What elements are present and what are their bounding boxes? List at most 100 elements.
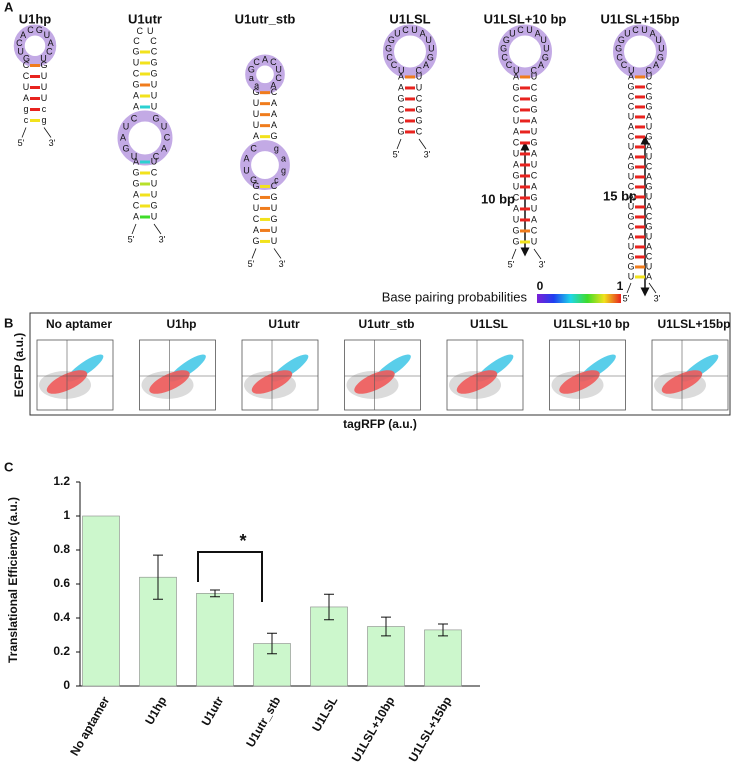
nucleotide: U (628, 271, 635, 281)
nucleotide: G (627, 81, 634, 91)
nucleotide: G (397, 93, 404, 103)
nucleotide: g (274, 144, 279, 154)
nucleotide: U (243, 165, 250, 175)
nucleotide: G (150, 68, 157, 78)
nucleotide: U (646, 71, 653, 81)
strand-end (153, 223, 162, 235)
x-tick-label: U1utr_stb (243, 694, 283, 750)
nucleotide: A (646, 111, 652, 121)
length-label: 15 bp (603, 188, 637, 203)
panel-label: A (4, 0, 14, 14)
nucleotide: A (628, 71, 634, 81)
nucleotide: C (131, 113, 138, 123)
five-prime: 5' (623, 293, 630, 303)
nucleotide: U (531, 236, 538, 246)
x-tick-label: No aptamer (67, 694, 112, 758)
legend-max: 1 (617, 279, 624, 293)
nucleotide: C (513, 93, 520, 103)
strand-end (418, 138, 427, 150)
nucleotide: C (646, 81, 653, 91)
nucleotide: G (645, 101, 652, 111)
nucleotide: U (41, 71, 48, 81)
nucleotide: G (427, 53, 434, 63)
nucleotide: A (628, 191, 634, 201)
nucleotide: C (531, 225, 538, 235)
bar (196, 593, 234, 687)
nucleotide: A (653, 60, 659, 70)
nucleotide: G (512, 236, 519, 246)
nucleotide: C (151, 46, 158, 56)
nucleotide: G (132, 46, 139, 56)
nucleotide: U (646, 261, 653, 271)
nucleotide: G (512, 82, 519, 92)
nucleotide: C (628, 91, 635, 101)
nucleotide: U (416, 82, 423, 92)
x-tick-label: U1LSL+10bp (349, 694, 398, 764)
nucleotide: A (646, 271, 652, 281)
legend-min: 0 (537, 279, 544, 293)
nucleotide: C (530, 65, 537, 75)
nucleotide: G (530, 192, 537, 202)
error-bar (438, 623, 448, 637)
nucleotide: G (385, 44, 392, 54)
nucleotide: C (416, 93, 423, 103)
nucleotide: G (530, 104, 537, 114)
nucleotide: U (658, 44, 665, 54)
nucleotide: A (531, 115, 537, 125)
three-prime: 3' (424, 149, 431, 159)
three-prime: 3' (159, 234, 166, 244)
nucleotide: U (253, 109, 260, 119)
strand-end (251, 248, 257, 259)
error-bar (324, 593, 334, 621)
nucleotide: C (253, 214, 260, 224)
nucleotide: G (503, 35, 510, 45)
plot-title: U1LSL (470, 317, 508, 331)
error-bar (267, 632, 277, 655)
three-prime: 3' (279, 259, 286, 269)
nucleotide: G (40, 60, 47, 70)
nucleotide: A (20, 30, 26, 40)
nucleotide: A (398, 82, 404, 92)
nucleotide: A (628, 231, 634, 241)
nucleotide: U (41, 93, 48, 103)
nucleotide: U (428, 44, 435, 54)
nucleotide: C (27, 25, 34, 35)
nucleotide: A (423, 60, 429, 70)
nucleotide: C (416, 126, 423, 136)
nucleotide: A (531, 181, 537, 191)
structure-title: U1utr_stb (235, 11, 296, 26)
nucleotide: U (40, 53, 47, 63)
nucleotide: A (398, 71, 404, 81)
nucleotide: U (513, 65, 520, 75)
nucleotide: U (628, 171, 635, 181)
structure-title: U1LSL+15bp (600, 11, 679, 26)
nucleotide: A (133, 189, 139, 199)
nucleotide: U (161, 121, 168, 131)
nucleotide: C (391, 60, 398, 70)
nucleotide: U (628, 241, 635, 251)
nucleotide: G (270, 192, 277, 202)
nucleotide: G (23, 53, 30, 63)
nucleotide: U (398, 65, 405, 75)
nucleotide: U (531, 126, 538, 136)
nucleotide: U (628, 65, 635, 75)
nucleotide: A (271, 120, 277, 130)
nucleotide: C (46, 47, 53, 57)
nucleotide: U (646, 151, 653, 161)
nucleotide: U (646, 231, 653, 241)
nucleotide: U (151, 178, 158, 188)
nucleotide: g (281, 165, 286, 175)
nucleotide: A (646, 241, 652, 251)
nucleotide: C (646, 211, 653, 221)
nucleotide: C (271, 87, 278, 97)
nucleotide: G (252, 236, 259, 246)
nucleotide: C (616, 53, 623, 63)
nucleotide: U (253, 120, 260, 130)
nucleotide: g (41, 115, 46, 125)
nucleotide: G (500, 44, 507, 54)
strand-end (21, 127, 27, 138)
nucleotide: G (150, 57, 157, 67)
bar (367, 626, 405, 687)
nucleotide: G (615, 44, 622, 54)
